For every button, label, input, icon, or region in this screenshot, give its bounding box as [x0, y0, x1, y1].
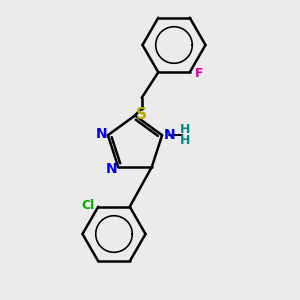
Text: H: H — [179, 123, 190, 136]
Text: N: N — [106, 162, 118, 176]
Text: N: N — [95, 127, 107, 141]
Text: Cl: Cl — [81, 199, 95, 212]
Text: H: H — [179, 134, 190, 147]
Text: N: N — [164, 128, 175, 142]
Text: F: F — [195, 67, 204, 80]
Text: S: S — [136, 107, 147, 122]
